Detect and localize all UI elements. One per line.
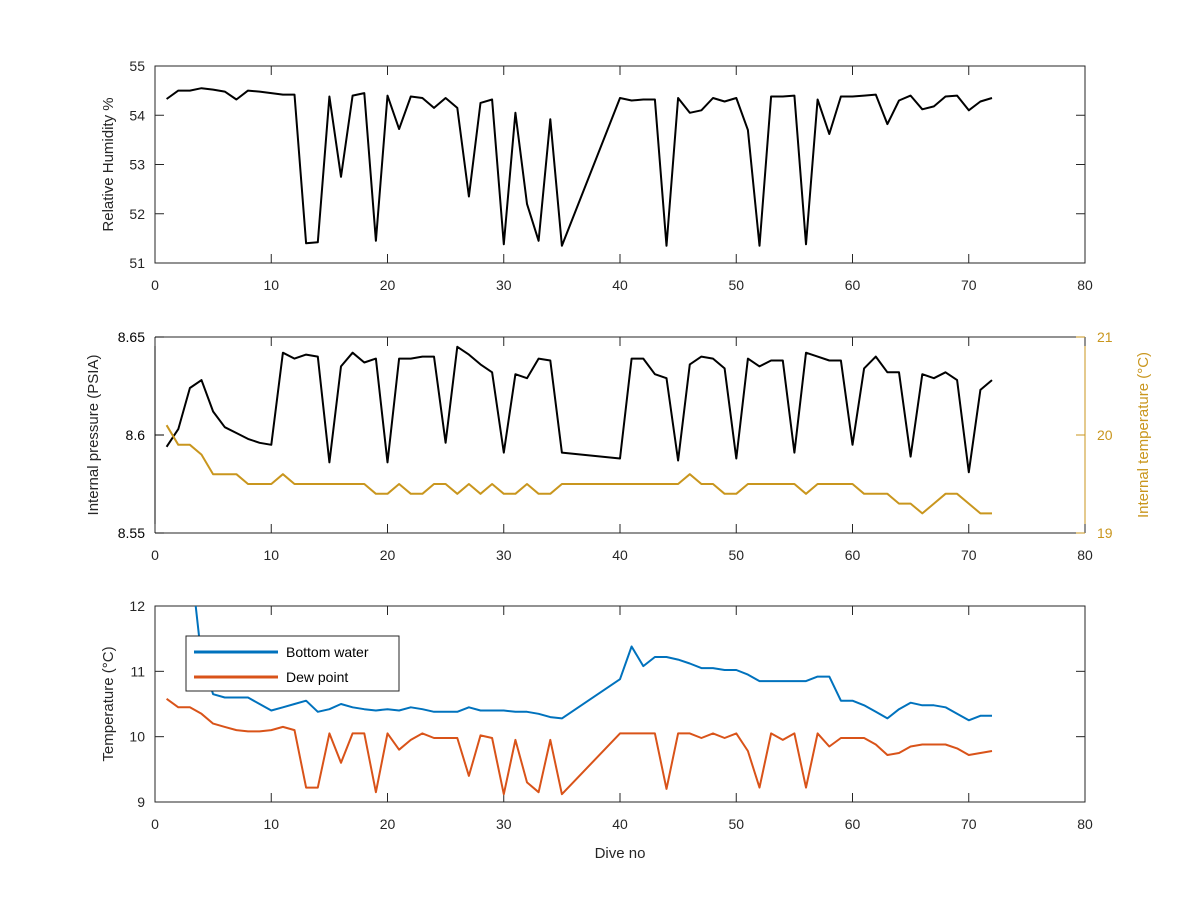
x-tick-label: 80	[1077, 277, 1093, 293]
x-tick-label: 50	[728, 277, 744, 293]
x-tick-label: 30	[496, 277, 512, 293]
panel-humidity: 0 10 20 30 40 50 60 70 80 51 52 53 54 55 Relative Hum…	[100, 58, 1093, 293]
y-tick-label: 54	[129, 107, 145, 123]
x-tick-label: 20	[380, 277, 396, 293]
x-tick-label: 70	[961, 816, 977, 832]
x-tick-label: 30	[496, 816, 512, 832]
x-tick-label: 60	[845, 277, 861, 293]
x-tick-label: 20	[380, 816, 396, 832]
x-tick-label: 30	[496, 547, 512, 563]
series-bottom-water	[194, 606, 992, 722]
y2-tick-label: 21	[1097, 329, 1113, 345]
y-tick-label: 8.6	[126, 427, 146, 443]
temperature-ylabel: Temperature (°C)	[100, 646, 117, 761]
x-tick-label: 40	[612, 816, 628, 832]
x-tick-label: 0	[151, 816, 159, 832]
panel-temperature: 0 10 20 30 40 50 60 70 80 9 10 11 12 Temperature (°C…	[100, 598, 1093, 862]
x-tick-label: 80	[1077, 547, 1093, 563]
y2-tick-label: 20	[1097, 427, 1113, 443]
series-1-1	[165, 424, 992, 515]
x-tick-label: 80	[1077, 816, 1093, 832]
series-0-0	[166, 87, 993, 247]
x-tick-label: 20	[380, 547, 396, 563]
legend-box	[185, 635, 400, 692]
x-tick-label: 0	[151, 547, 159, 563]
y-tick-label: 51	[129, 255, 145, 271]
x-tick-label: 40	[612, 277, 628, 293]
x-tick-label: 50	[728, 547, 744, 563]
humidity-ticks: 0 10 20 30 40 50 60 70 80 51 52 53 54 55	[129, 58, 1093, 293]
x-tick-label: 0	[151, 277, 159, 293]
x-tick-label: 10	[263, 816, 279, 832]
y-tick-label: 8.55	[118, 525, 145, 541]
humidity-ylabel: Relative Humidity %	[100, 97, 117, 231]
x-tick-label: 70	[961, 277, 977, 293]
temperature-y2label: Internal temperature (°C)	[1135, 352, 1152, 518]
x-tick-label: 10	[263, 277, 279, 293]
x-tick-label: 40	[612, 547, 628, 563]
plot-area-pressure	[155, 337, 1085, 533]
pressure-ylabel: Internal pressure (PSIA)	[85, 355, 102, 516]
y-tick-label: 12	[129, 598, 145, 614]
x-tick-label: 50	[728, 816, 744, 832]
x-tick-label: 60	[845, 816, 861, 832]
humidity-series	[166, 87, 993, 247]
temperature-ticks: 0 10 20 30 40 50 60 70 80 9 10 11 12	[129, 598, 1093, 832]
series-dew-point	[166, 697, 993, 796]
y-tick-label: 52	[129, 206, 145, 222]
y-tick-label: 11	[130, 663, 145, 679]
y-tick-label: 53	[129, 157, 145, 173]
xlabel-dive-no: Dive no	[595, 845, 646, 862]
x-tick-label: 70	[961, 547, 977, 563]
legend-label-bottom-water: Bottom water	[286, 644, 369, 660]
x-tick-label: 10	[263, 547, 279, 563]
y-tick-label: 10	[129, 729, 145, 745]
y-tick-label: 9	[137, 794, 145, 810]
y-tick-label: 8.65	[118, 329, 145, 345]
x-tick-label: 60	[845, 547, 861, 563]
temperature-series	[166, 606, 993, 796]
panel-pressure: 0 10 20 30 40 50 60 70 80 8.55 8.6 8.65 19 20 21 Inter…	[85, 329, 1152, 563]
legend-label-dew-point: Dew point	[286, 669, 348, 685]
series-1-0	[165, 345, 993, 474]
y-tick-label: 55	[129, 58, 145, 74]
legend: Bottom water Dew point	[185, 635, 400, 692]
pressure-series	[165, 345, 993, 515]
y2-tick-label: 19	[1097, 525, 1113, 541]
pressure-ticks: 0 10 20 30 40 50 60 70 80 8.55 8.6 8.65 19 20 21	[118, 329, 1113, 563]
